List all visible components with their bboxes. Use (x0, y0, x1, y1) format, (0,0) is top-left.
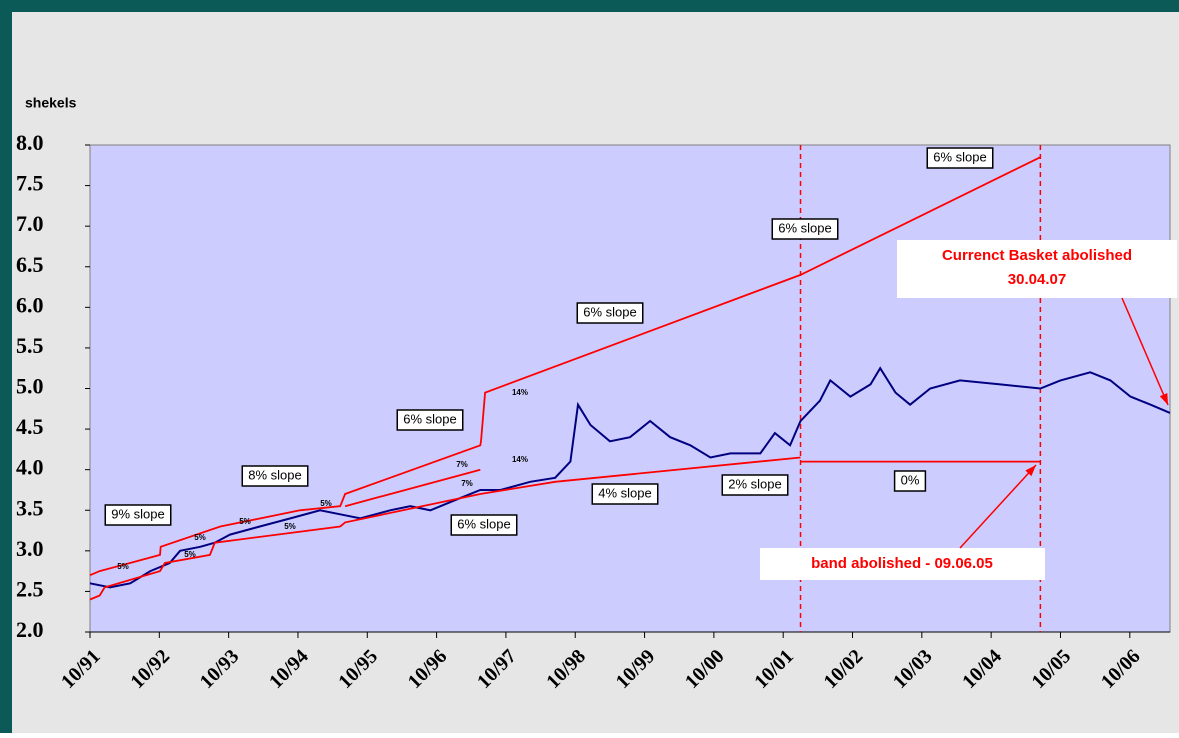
y-tick-label: 2.5 (16, 576, 44, 601)
series-line (89, 366, 1171, 589)
annotation-box (104, 504, 172, 526)
annotation-box (576, 302, 644, 324)
small-label: 7% (461, 479, 473, 488)
y-tick-label: 2.0 (16, 617, 44, 642)
series-line (89, 456, 801, 601)
small-label: 5% (284, 522, 296, 531)
small-label: 7% (456, 460, 468, 469)
event-label: 30.04.07 (1008, 271, 1066, 288)
annotation: 6% slope (403, 411, 456, 426)
y-tick-label: 8.0 (16, 130, 44, 155)
y-tick-label: 5.5 (16, 333, 44, 358)
series-line (344, 468, 481, 508)
series-line (89, 156, 1041, 577)
y-tick-label: 6.0 (16, 292, 44, 317)
annotation-box (893, 470, 927, 492)
small-label: 14% (512, 388, 528, 397)
small-label: 5% (184, 550, 196, 559)
annotation: 9% slope (111, 506, 164, 521)
y-tick-label: 7.5 (16, 171, 44, 196)
small-label: 14% (512, 455, 528, 464)
event-label: band abolished - 09.06.05 (811, 555, 993, 572)
annotation: 2% slope (728, 476, 781, 491)
y-tick-label: 3.0 (16, 536, 44, 561)
annotation: 0% (901, 472, 920, 487)
annotation-box (926, 147, 994, 169)
small-label: 5% (117, 562, 129, 571)
event-box (760, 548, 1045, 580)
arrow-head (1159, 393, 1168, 405)
y-tick-label: 4.0 (16, 455, 44, 480)
annotation-box (396, 409, 464, 431)
annotation-box (721, 474, 789, 496)
annotation: 6% slope (457, 516, 510, 531)
small-label: 5% (194, 533, 206, 542)
annotation-box (450, 514, 518, 536)
annotation: 6% slope (933, 149, 986, 164)
small-label: 5% (320, 499, 332, 508)
annotation-box (241, 465, 309, 487)
y-tick-label: 7.0 (16, 211, 44, 236)
annotation-box (591, 483, 659, 505)
arrow (1121, 297, 1169, 406)
arrow (959, 464, 1037, 549)
annotation: 4% slope (598, 485, 651, 500)
y-tick-label: 4.5 (16, 414, 44, 439)
y-tick-label: 5.0 (16, 374, 44, 399)
y-axis-label: shekels (25, 95, 77, 111)
event-label: Currenct Basket abolished (942, 247, 1132, 264)
annotation: 8% slope (248, 467, 301, 482)
event-box (897, 240, 1177, 298)
y-tick-label: 3.5 (16, 495, 44, 520)
arrow-head (1025, 465, 1036, 477)
small-label: 5% (239, 517, 251, 526)
annotation-box (771, 218, 839, 240)
annotation: 6% slope (583, 304, 636, 319)
y-tick-label: 6.5 (16, 252, 44, 277)
annotation: 6% slope (778, 220, 831, 235)
